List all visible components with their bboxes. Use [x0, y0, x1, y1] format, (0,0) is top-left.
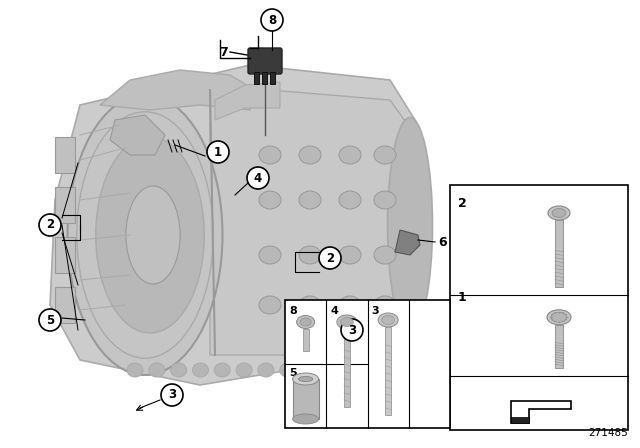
Bar — [254, 72, 259, 84]
Polygon shape — [100, 70, 255, 110]
Circle shape — [39, 309, 61, 331]
Ellipse shape — [374, 191, 396, 209]
Ellipse shape — [374, 146, 396, 164]
Ellipse shape — [258, 363, 274, 377]
Ellipse shape — [298, 376, 313, 382]
Ellipse shape — [339, 146, 361, 164]
Ellipse shape — [193, 363, 209, 377]
Ellipse shape — [340, 318, 353, 327]
Text: 5: 5 — [46, 314, 54, 327]
Text: 6: 6 — [438, 236, 447, 249]
Bar — [270, 72, 275, 84]
Ellipse shape — [551, 312, 567, 322]
Ellipse shape — [323, 363, 339, 377]
Bar — [385, 327, 391, 415]
Ellipse shape — [126, 186, 180, 284]
Polygon shape — [210, 85, 415, 355]
Text: 2: 2 — [458, 197, 467, 210]
Ellipse shape — [292, 414, 319, 424]
Circle shape — [161, 384, 183, 406]
Polygon shape — [55, 237, 75, 273]
Ellipse shape — [339, 246, 361, 264]
Text: 271485: 271485 — [588, 428, 628, 438]
Ellipse shape — [149, 363, 165, 377]
Bar — [285, 300, 450, 428]
Ellipse shape — [378, 313, 398, 327]
Ellipse shape — [339, 191, 361, 209]
Ellipse shape — [387, 117, 433, 332]
Ellipse shape — [381, 315, 395, 324]
Ellipse shape — [296, 315, 315, 328]
Polygon shape — [395, 230, 420, 255]
Text: 1: 1 — [458, 291, 467, 304]
Ellipse shape — [548, 206, 570, 220]
Bar — [555, 220, 563, 287]
Text: 3: 3 — [371, 306, 379, 316]
Polygon shape — [55, 287, 75, 323]
Ellipse shape — [236, 363, 252, 377]
Text: 7: 7 — [220, 46, 228, 59]
Ellipse shape — [300, 318, 311, 326]
Bar — [511, 417, 529, 423]
Ellipse shape — [299, 191, 321, 209]
Bar — [450, 185, 628, 430]
Text: 3: 3 — [348, 323, 356, 336]
Ellipse shape — [259, 146, 281, 164]
Ellipse shape — [96, 137, 204, 333]
Circle shape — [247, 167, 269, 189]
Bar — [555, 325, 563, 368]
Ellipse shape — [292, 373, 319, 385]
Ellipse shape — [259, 246, 281, 264]
Bar — [292, 379, 319, 419]
Ellipse shape — [259, 296, 281, 314]
Polygon shape — [110, 115, 165, 155]
Ellipse shape — [67, 95, 223, 375]
Polygon shape — [215, 82, 280, 120]
Ellipse shape — [374, 296, 396, 314]
Circle shape — [319, 247, 341, 269]
Ellipse shape — [374, 246, 396, 264]
Ellipse shape — [337, 315, 357, 329]
Polygon shape — [50, 65, 415, 385]
Ellipse shape — [339, 296, 361, 314]
Text: 1: 1 — [214, 146, 222, 159]
Polygon shape — [55, 137, 75, 173]
Ellipse shape — [299, 246, 321, 264]
Ellipse shape — [127, 363, 143, 377]
Text: 2: 2 — [46, 219, 54, 232]
Text: 8: 8 — [289, 306, 297, 316]
Text: 3: 3 — [168, 388, 176, 401]
Text: 5: 5 — [289, 368, 296, 378]
FancyBboxPatch shape — [248, 48, 282, 74]
Text: 4: 4 — [330, 306, 338, 316]
Bar — [262, 72, 267, 84]
Ellipse shape — [547, 310, 571, 325]
Bar — [303, 329, 308, 351]
Bar — [344, 329, 350, 407]
Ellipse shape — [214, 363, 230, 377]
Polygon shape — [511, 401, 571, 423]
Circle shape — [207, 141, 229, 163]
Ellipse shape — [171, 363, 187, 377]
Ellipse shape — [301, 363, 317, 377]
Ellipse shape — [299, 296, 321, 314]
Ellipse shape — [299, 146, 321, 164]
Circle shape — [39, 214, 61, 236]
Ellipse shape — [259, 191, 281, 209]
Text: 2: 2 — [326, 251, 334, 264]
Text: 4: 4 — [254, 172, 262, 185]
Ellipse shape — [552, 208, 566, 217]
Text: 8: 8 — [268, 13, 276, 26]
Circle shape — [341, 319, 363, 341]
Polygon shape — [55, 187, 75, 223]
Ellipse shape — [345, 363, 361, 377]
Ellipse shape — [367, 363, 383, 377]
Ellipse shape — [280, 363, 296, 377]
Circle shape — [261, 9, 283, 31]
